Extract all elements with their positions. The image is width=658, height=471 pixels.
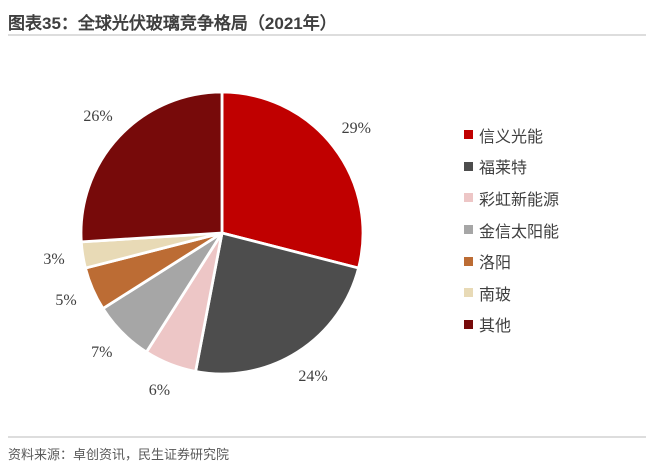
legend-item-5: 南玻 (464, 277, 559, 309)
legend-swatch-icon (464, 130, 473, 140)
legend-label: 其他 (479, 316, 512, 336)
chart-area: 29% 24% 6% 7% 5% 3% 26% 信义光能 福莱特 彩虹新能源 金信太阳能 洛阳 南玻其… (0, 60, 658, 420)
pie-chart (79, 90, 365, 376)
legend-item-3: 金信太阳能 (464, 214, 559, 246)
legend-swatch-icon (464, 288, 473, 298)
legend-label: 洛阳 (479, 253, 512, 273)
legend: 信义光能福莱特彩虹新能源金信太阳能洛阳南玻其他 (464, 119, 559, 340)
legend-label: 彩虹新能源 (479, 189, 560, 209)
legend-label: 信义光能 (479, 126, 544, 146)
footer-divider (8, 436, 646, 438)
legend-label: 福莱特 (479, 158, 528, 178)
title-divider (8, 34, 646, 36)
legend-swatch-icon (464, 319, 473, 329)
legend-label: 南玻 (479, 284, 512, 304)
legend-swatch-icon (464, 193, 473, 203)
legend-item-4: 洛阳 (464, 245, 559, 277)
legend-swatch-icon (464, 161, 473, 171)
legend-item-1: 福莱特 (464, 151, 559, 183)
pie-slice-0 (220, 90, 365, 270)
source-note: 资料来源：卓创资讯，民生证券研究院 (8, 447, 230, 462)
legend-label: 金信太阳能 (479, 221, 560, 241)
legend-swatch-icon (464, 256, 473, 266)
legend-item-2: 彩虹新能源 (464, 182, 559, 214)
pie-slice-1 (194, 231, 360, 376)
legend-swatch-icon (464, 225, 473, 235)
pie-slice-6 (79, 90, 224, 244)
figure-title: 图表35：全球光伏玻璃竞争格局（2021年） (8, 14, 337, 33)
legend-item-0: 信义光能 (464, 119, 559, 151)
legend-item-6: 其他 (464, 309, 559, 341)
